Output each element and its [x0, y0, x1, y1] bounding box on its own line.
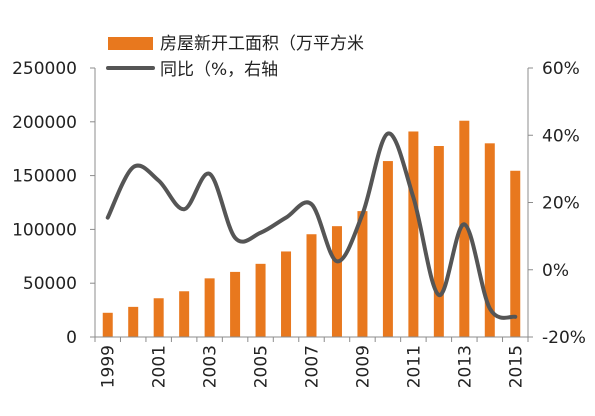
left-axis-tick-label: 50000 [23, 274, 77, 294]
legend-line-label: 同比（%，右轴 [160, 60, 278, 80]
x-axis-tick-label: 2005 [252, 345, 272, 388]
legend-bar-label: 房屋新开工面积（万平方米 [160, 34, 364, 54]
left-axis-tick-label: 100000 [12, 220, 77, 240]
x-axis-tick-label: 2009 [353, 345, 373, 388]
x-axis-tick-label: 2007 [303, 345, 323, 388]
bar-2010 [383, 161, 393, 337]
bar-1999 [103, 313, 113, 337]
x-axis-tick-label: 2003 [201, 345, 221, 388]
bar-2001 [154, 298, 164, 337]
legend: 房屋新开工面积（万平方米 同比（%，右轴 [108, 34, 364, 80]
bar-series-layer [103, 121, 521, 337]
bar-2004 [230, 272, 240, 337]
bar-2011 [408, 131, 418, 337]
x-axis-tick-label: 2013 [455, 345, 475, 388]
right-axis-tick-label: 20% [542, 194, 580, 214]
x-axis-tick-label: 2001 [150, 345, 170, 388]
x-axis-tick-label: 1999 [99, 345, 119, 388]
left-axis-tick-label: 250000 [12, 59, 77, 79]
right-axis-tick-label: 60% [542, 59, 580, 79]
x-axis-tick-label: 2011 [404, 345, 424, 388]
bar-2015 [510, 171, 520, 337]
left-axis-tick-label: 150000 [12, 167, 77, 187]
bar-2009 [357, 211, 367, 337]
bar-2003 [205, 278, 215, 337]
left-axis-tick-label: 200000 [12, 113, 77, 133]
legend-bar-swatch [108, 37, 153, 50]
right-axis-tick-label: 40% [542, 126, 580, 146]
bar-2008 [332, 226, 342, 337]
bar-2002 [179, 291, 189, 337]
bar-2006 [281, 251, 291, 337]
bar-2000 [128, 307, 138, 337]
bar-2012 [434, 146, 444, 337]
right-axis-tick-label: 0% [542, 261, 569, 281]
bar-2007 [307, 234, 317, 337]
left-axis-tick-label: 0 [66, 328, 77, 348]
right-axis-tick-label: -20% [542, 328, 586, 348]
bar-2005 [256, 264, 266, 337]
axes-layer: 0 50000 100000 150000 200000 250000 -20% 0% 20% 4… [12, 59, 586, 388]
x-axis-tick-label: 2015 [506, 345, 526, 388]
